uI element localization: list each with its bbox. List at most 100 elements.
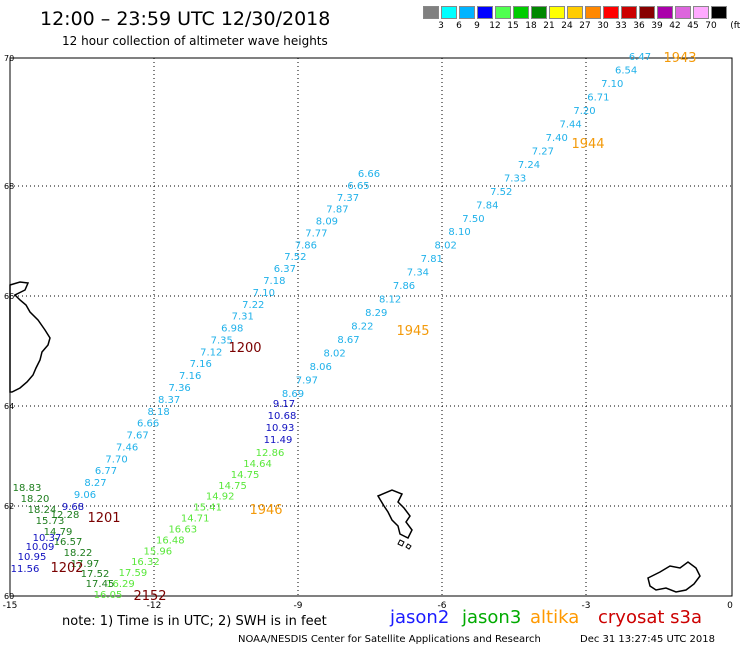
scale-swatch — [693, 6, 709, 19]
wave-height-value: 8.18 — [147, 407, 169, 418]
wave-height-value: 6.66 — [137, 419, 159, 430]
wave-height-value: 7.46 — [116, 442, 138, 453]
wave-height-value: 8.29 — [365, 308, 387, 319]
map-title: 12:00 – 23:59 UTC 12/30/2018 — [40, 8, 331, 30]
wave-height-value: 8.69 — [282, 389, 304, 400]
scale-swatch — [477, 6, 493, 19]
y-tick-label: 62 — [4, 502, 14, 511]
pass-time-label: 1202 — [50, 561, 83, 576]
scale-swatch — [441, 6, 457, 19]
wave-height-value: 14.92 — [206, 492, 235, 503]
wave-height-value: 18.22 — [64, 548, 93, 559]
scale-label: 45 — [687, 21, 699, 31]
wave-height-value: 18.20 — [21, 494, 50, 505]
scale-label: 42 — [669, 21, 681, 31]
wave-height-value: 7.40 — [546, 133, 568, 144]
wave-height-value: 12.86 — [256, 448, 285, 459]
wave-height-value: 18.24 — [28, 505, 57, 516]
scale-label: 18 — [525, 21, 537, 31]
wave-height-value: 7.86 — [393, 281, 415, 292]
wave-height-value: 8.02 — [324, 349, 346, 360]
wave-height-value: 7.36 — [169, 383, 191, 394]
scale-label: 27 — [579, 21, 591, 31]
x-tick-label: -9 — [294, 601, 303, 611]
pass-time-label: 1946 — [249, 503, 282, 518]
scale-swatch — [549, 6, 565, 19]
scale-unit: (ft) — [730, 21, 740, 31]
wave-height-value: 8.09 — [316, 217, 338, 228]
wave-height-value: 10.09 — [26, 542, 55, 553]
wave-height-value: 7.18 — [263, 276, 285, 287]
scale-label: 15 — [507, 21, 519, 31]
scale-swatch — [621, 6, 637, 19]
scale-label: 9 — [474, 21, 480, 31]
wave-height-labels: 6.666.657.377.878.097.777.867.526.377.18… — [11, 51, 697, 604]
wave-height-value: 7.97 — [296, 376, 318, 387]
wave-height-value: 7.67 — [126, 431, 148, 442]
wave-height-value: 8.06 — [310, 362, 332, 373]
wave-height-value: 6.98 — [221, 324, 243, 335]
wave-height-value: 7.50 — [462, 214, 484, 225]
scale-swatch — [585, 6, 601, 19]
wave-height-value: 10.93 — [266, 423, 295, 434]
y-tick-label: 70 — [4, 54, 14, 63]
x-tick-label: -6 — [438, 601, 447, 611]
scale-swatch — [711, 6, 727, 19]
wave-height-value: 16.57 — [54, 537, 83, 548]
wave-height-value: 16.29 — [106, 579, 135, 590]
greenland-coast — [9, 281, 51, 393]
wave-height-value: 6.66 — [358, 169, 380, 180]
wave-height-value: 7.10 — [253, 288, 275, 299]
legend-altika: altika — [530, 607, 580, 628]
pass-time-label: 1201 — [87, 511, 120, 526]
wave-height-value: 8.27 — [84, 478, 106, 489]
pass-time-label: 2152 — [133, 589, 166, 604]
wave-height-value: 17.97 — [71, 559, 100, 570]
legend-cryosat-s3a: cryosat s3a — [598, 607, 703, 628]
wave-height-value: 17.45 — [86, 579, 115, 590]
x-tick-label: -12 — [147, 601, 162, 611]
wave-height-value: 14.75 — [231, 470, 260, 481]
x-tick-label: -15 — [3, 601, 18, 611]
pass-time-label: 1944 — [571, 137, 604, 152]
wave-height-value: 14.79 — [44, 527, 73, 538]
lat-lon-grid — [10, 58, 732, 596]
wave-height-value: 6.71 — [587, 92, 609, 103]
scale-swatch — [531, 6, 547, 19]
axis-tick-labels: -15 -12 -9 -6 -3 0 60 62 64 66 68 70 — [3, 54, 733, 611]
wave-height-value: 6.37 — [274, 264, 296, 275]
scale-label: 70 — [705, 21, 717, 31]
wave-height-value: 11.49 — [264, 435, 293, 446]
scale-swatch — [423, 6, 439, 19]
scale-swatch — [675, 6, 691, 19]
pass-time-label: 1943 — [663, 51, 696, 66]
pass-time-label: 1200 — [228, 341, 261, 356]
y-tick-label: 60 — [4, 592, 14, 601]
shetland-coast — [647, 561, 701, 593]
credit-line: NOAA/NESDIS Center for Satellite Applica… — [238, 634, 541, 645]
scale-label: 36 — [633, 21, 645, 31]
wave-height-value: 8.37 — [158, 395, 180, 406]
wave-height-value: 7.16 — [179, 371, 201, 382]
wave-height-value: 16.32 — [131, 557, 160, 568]
wave-height-value: 6.77 — [95, 466, 117, 477]
scale-label: 12 — [489, 21, 501, 31]
scale-label: 6 — [456, 21, 462, 31]
scale-swatch — [495, 6, 511, 19]
wave-height-value: 6.47 — [629, 52, 651, 63]
wave-height-value: 7.20 — [573, 106, 595, 117]
wave-height-value: 7.52 — [284, 252, 306, 263]
wave-height-value: 10.95 — [18, 552, 47, 563]
scale-swatch — [639, 6, 655, 19]
wave-height-value: 14.64 — [243, 459, 272, 470]
wave-height-value: 6.65 — [347, 181, 369, 192]
wave-height-value: 7.52 — [490, 187, 512, 198]
wave-height-value: 18.83 — [13, 483, 42, 494]
faroe-islet-a — [397, 539, 405, 547]
wave-height-value: 15.41 — [193, 503, 222, 514]
wave-height-value: 7.27 — [532, 146, 554, 157]
wave-height-value: 16.63 — [168, 524, 197, 535]
footnote: note: 1) Time is in UTC; 2) SWH is in fe… — [62, 614, 327, 629]
scale-label: 24 — [561, 21, 573, 31]
